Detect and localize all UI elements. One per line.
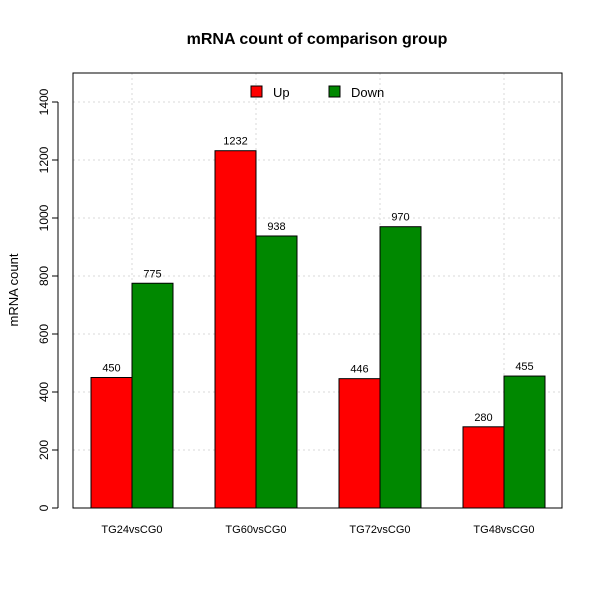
y-tick-label: 800 (37, 266, 51, 286)
y-tick-label: 400 (37, 382, 51, 402)
y-tick-label: 1200 (37, 146, 51, 173)
x-tick-label: TG48vsCG0 (473, 524, 534, 536)
bar-up-tg48vscg0 (462, 426, 505, 509)
bar-down-tg72vscg0 (379, 226, 422, 509)
y-tick-label: 0 (37, 504, 51, 511)
value-label: 775 (143, 268, 161, 280)
x-tick-label: TG24vsCG0 (101, 524, 162, 536)
plot-frame (72, 72, 563, 509)
value-label: 446 (350, 364, 368, 376)
y-tick-label: 200 (37, 440, 51, 460)
x-tick-label: TG72vsCG0 (349, 524, 410, 536)
bar-up-tg72vscg0 (338, 378, 381, 509)
value-label: 450 (102, 363, 120, 375)
value-label: 938 (267, 221, 285, 233)
axes: TG24vsCG0 TG60vsCG0 TG72vsCG0 TG48vsCG0 0 200… (37, 88, 535, 536)
bar-up-tg24vscg0 (90, 377, 133, 509)
value-label: 280 (474, 412, 492, 424)
y-tick-label: 1400 (37, 88, 51, 115)
bar-down-tg48vscg0 (503, 375, 546, 509)
bar-down-tg24vscg0 (131, 282, 174, 509)
legend-swatch-up (250, 85, 263, 98)
legend-label-down: Down (351, 85, 384, 100)
y-axis-label: mRNA count (6, 253, 21, 326)
legend-label-up: Up (273, 85, 290, 100)
chart-title: mRNA count of comparison group (187, 31, 448, 48)
x-tick-label: TG60vsCG0 (225, 524, 286, 536)
bar-down-tg60vscg0 (255, 235, 298, 509)
value-label: 455 (515, 361, 533, 373)
value-label: 970 (391, 212, 409, 224)
y-tick-label: 1000 (37, 204, 51, 231)
legend-swatch-down (328, 85, 341, 98)
value-label: 1232 (223, 136, 247, 148)
bars (90, 150, 546, 509)
y-tick-label: 600 (37, 324, 51, 344)
value-labels: 450 775 1232 938 446 970 280 455 (102, 136, 533, 424)
bar-up-tg60vscg0 (214, 150, 257, 509)
legend: Up Down (250, 85, 384, 100)
